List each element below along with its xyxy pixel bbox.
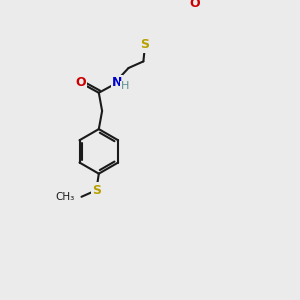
Text: O: O xyxy=(189,0,200,10)
Text: S: S xyxy=(140,38,149,51)
Text: CH₃: CH₃ xyxy=(56,192,75,202)
Text: S: S xyxy=(92,184,101,197)
Text: O: O xyxy=(75,76,86,89)
Text: H: H xyxy=(121,81,129,91)
Text: N: N xyxy=(112,76,122,88)
